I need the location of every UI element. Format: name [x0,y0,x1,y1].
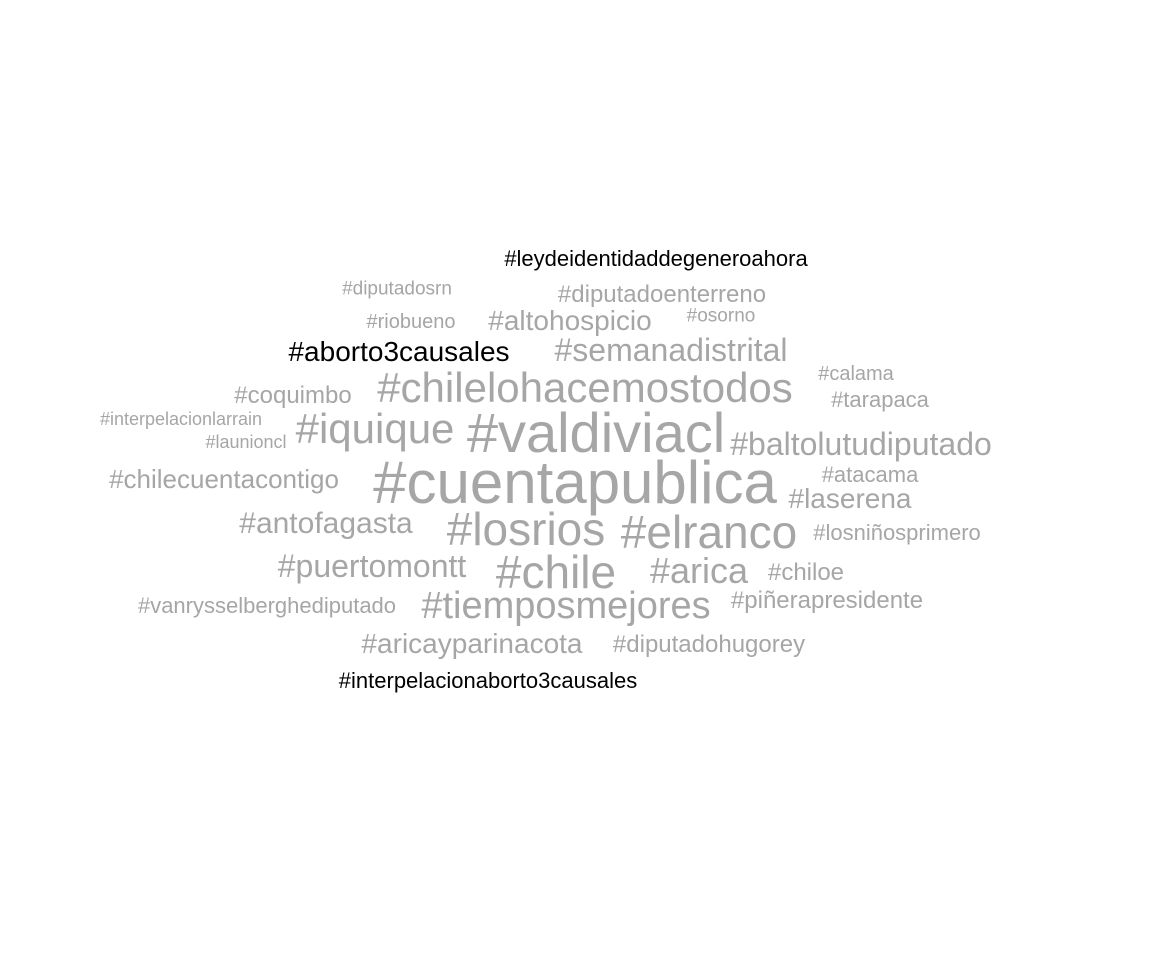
word-losninosprimero: #losniñosprimero [813,520,981,545]
word-antofagasta: #antofagasta [239,507,413,540]
word-arica: #arica [649,550,749,591]
word-chiloe: #chiloe [767,559,845,586]
word-chilecuentacontigo: #chilecuentacontigo [109,464,339,494]
word-diputadoenterreno: #diputadoenterreno [557,281,767,308]
word-launioncl: #launioncl [205,432,287,452]
word-altohospicio: #altohospicio [488,305,652,336]
word-pinerapresidente: #piñerapresidente [730,587,924,614]
word-baltolutudiputado: #baltolutudiputado [730,426,992,462]
word-semanadistrital: #semanadistrital [554,332,788,368]
word-chile: #chile [495,546,617,598]
word-elranco: #elranco [620,506,798,558]
word-leydeidentidaddegeneroahora: #leydeidentidaddegeneroahora [504,246,808,271]
word-osorno: #osorno [686,305,756,327]
word-interpelacionlarrain: #interpelacionlarrain [99,409,263,429]
word-coquimbo: #coquimbo [234,382,352,409]
word-losrios: #losrios [446,503,606,555]
word-aborto3causales: #aborto3causales [288,336,510,367]
word-diputadohugorey: #diputadohugorey [612,631,806,658]
word-interpelacionaborto3causales: #interpelacionaborto3causales [338,668,638,693]
word-atacama: #atacama [821,462,919,487]
word-riobueno: #riobueno [366,311,456,333]
word-valdiviacl: #valdiviacl [466,401,726,464]
word-tiemposmejores: #tiemposmejores [421,585,711,627]
word-cuentapublica: #cuentapublica [373,449,777,516]
word-vanrysselberghediputado: #vanrysselberghediputado [137,593,397,618]
word-laserena: #laserena [788,483,912,514]
word-tarapaca: #tarapaca [831,387,929,412]
word-iquique: #iquique [295,405,455,452]
word-aricayparinacota: #aricayparinacota [361,628,583,659]
word-diputadosrn: #diputadosrn [342,278,452,300]
word-puertomontt: #puertomontt [277,548,467,584]
word-chilelohacemostodos: #chilelohacemostodos [377,364,793,411]
word-calama: #calama [818,363,894,385]
